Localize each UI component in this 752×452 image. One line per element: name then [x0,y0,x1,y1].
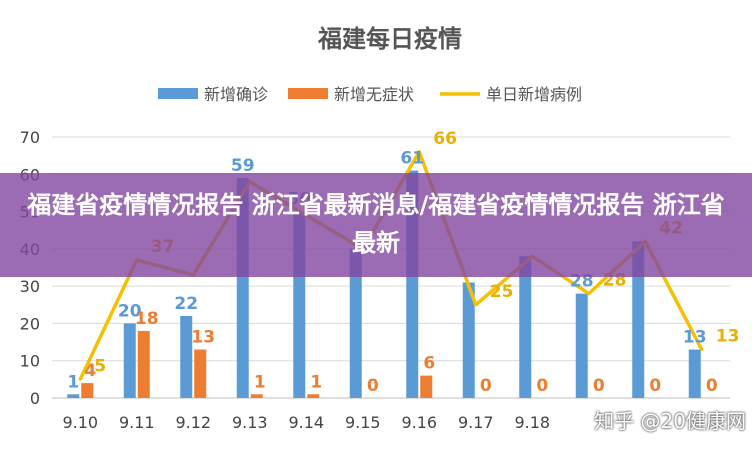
y-tick-label: 10 [20,352,40,371]
x-tick-label: 9.11 [119,413,155,432]
data-label: 25 [490,282,514,302]
y-tick-label: 30 [20,277,40,296]
bar [519,256,532,398]
x-tick-label: 9.12 [175,413,211,432]
bar [688,349,701,398]
legend-label: 新增无症状 [334,85,414,104]
legend-label: 单日新增病例 [486,85,582,104]
line-point [417,150,421,154]
bar [307,394,320,398]
bar [123,323,136,398]
bar [250,394,263,398]
data-label: 1 [254,372,266,392]
y-tick-label: 0 [30,389,40,408]
data-labels: 1202259506128134181311060000053766252842… [67,129,739,396]
data-label: 5 [94,356,106,376]
data-label: 18 [135,309,159,329]
data-label: 1 [310,372,322,392]
bar [575,293,588,398]
x-tick-label: 9.10 [62,413,98,432]
y-tick-label: 70 [20,128,40,147]
x-tick-label: 9.18 [514,413,550,432]
data-label: 0 [706,376,718,396]
data-label: 1 [67,372,79,392]
bar [632,241,645,398]
data-label: 20 [118,301,142,321]
x-axis: 9.10 9.11 9.12 9.13 9.14 9.15 9.16 9.17 9.18 [62,413,550,432]
data-label: 22 [174,294,198,314]
data-label: 0 [367,376,379,396]
data-label: 0 [536,376,548,396]
x-tick-label: 9.15 [345,413,381,432]
bar [349,248,362,398]
x-tick-label: 9.16 [401,413,437,432]
y-tick-label: 20 [20,314,40,333]
bar [137,330,150,398]
line-point [700,348,704,352]
line-point [587,292,591,296]
data-label: 0 [649,376,661,396]
chart-title: 福建每日疫情 [317,25,462,53]
banner-text: 福建省疫情情况报告 浙江省最新消息/福建省疫情情况报告 浙江省最新 [27,191,725,257]
line-point [474,303,478,307]
legend-swatch [288,88,328,99]
bar [462,282,475,398]
data-label: 4 [84,361,96,381]
x-tick-label: 9.13 [232,413,268,432]
legend: 新增确诊 新增无症状 单日新增病例 [158,85,582,104]
bar [420,375,433,398]
legend-swatch [158,88,198,99]
x-tick-label: 9.14 [288,413,324,432]
bar [180,315,193,398]
data-label: 13 [716,327,740,347]
data-label: 66 [433,129,457,149]
bar [194,349,207,398]
data-label: 61 [400,149,424,169]
data-label: 0 [593,376,605,396]
overlay-banner [0,173,752,277]
legend-label: 新增确诊 [204,85,268,104]
bar [67,394,80,398]
data-label: 6 [423,354,435,374]
data-label: 13 [683,328,707,348]
watermark: 知乎 @20健康网 [594,409,746,433]
data-label: 0 [480,376,492,396]
line-point [78,377,82,381]
x-tick-label: 9.17 [458,413,494,432]
bar [81,383,94,398]
data-label: 59 [231,156,255,176]
data-label: 13 [191,328,215,348]
